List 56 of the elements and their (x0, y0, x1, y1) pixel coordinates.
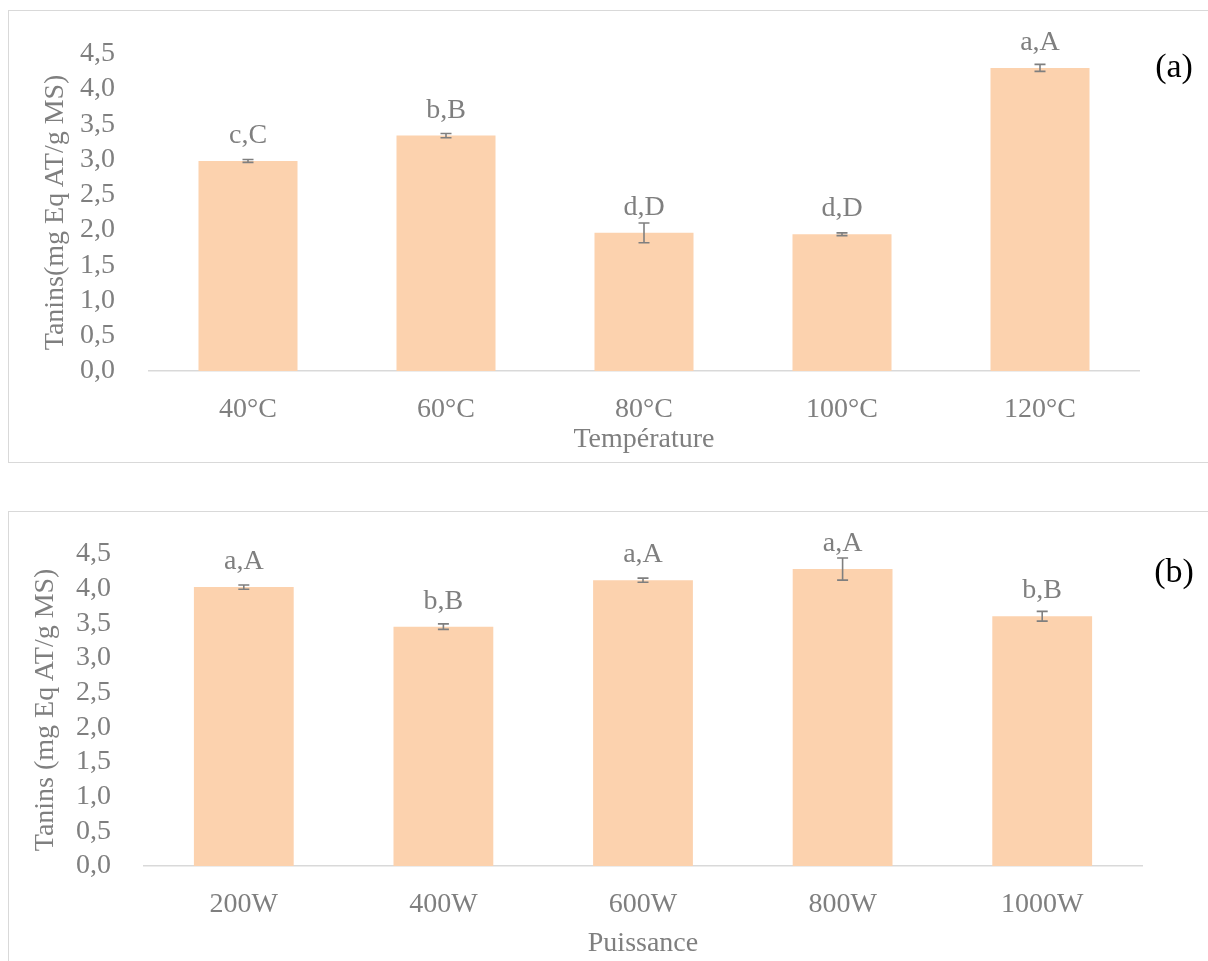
x-tick-label: 1000W (1000, 887, 1084, 919)
bar (992, 616, 1093, 866)
y-tick-label: 0,0 (80, 353, 115, 385)
bar (393, 626, 494, 866)
y-tick-label: 2,0 (80, 212, 115, 244)
x-tick-label: 100°C (806, 392, 878, 424)
bar (792, 234, 892, 371)
annotation: a,A (822, 526, 864, 558)
y-tick-label: 3,5 (80, 106, 115, 138)
x-axis-title: Puissance (587, 925, 699, 957)
annotation: a,A (1020, 24, 1061, 56)
x-axis-title: Température (573, 421, 715, 453)
x-tick-label: 200W (209, 887, 279, 919)
y-axis-title: Tanins(mg Eq AT/g MS) (38, 74, 70, 351)
bar (990, 67, 1090, 371)
y-tick-label: 1,0 (80, 282, 115, 314)
y-tick-label: 4,0 (80, 71, 115, 103)
y-tick-label: 2,5 (76, 674, 111, 706)
bar (198, 160, 298, 371)
y-tick-label: 0,5 (76, 813, 111, 845)
annotation: b,B (1022, 573, 1063, 605)
y-tick-label: 1,5 (80, 247, 115, 279)
x-tick-label: 400W (409, 887, 479, 919)
bar (193, 587, 294, 866)
annotation: b,B (426, 92, 466, 124)
annotation: d,D (623, 189, 665, 221)
x-tick-label: 120°C (1004, 392, 1076, 424)
annotation: a,A (623, 537, 664, 569)
annotation: a,A (223, 544, 265, 576)
annotation: b,B (423, 583, 464, 615)
y-tick-label: 1,5 (76, 744, 111, 776)
text: (a) (1155, 46, 1193, 85)
y-tick-label: 1,0 (76, 778, 111, 810)
y-tick-label: 0,5 (80, 318, 115, 350)
annotation: d,D (821, 191, 863, 223)
y-tick-label: 4,5 (80, 36, 115, 68)
y-tick-label: 3,0 (80, 141, 115, 173)
bar (792, 569, 893, 866)
y-tick-label: 4,5 (76, 536, 111, 568)
text: (b) (1154, 551, 1194, 590)
x-tick-label: 800W (808, 887, 878, 919)
y-tick-label: 3,0 (76, 640, 111, 672)
y-tick-label: 0,0 (76, 848, 111, 880)
bar (593, 580, 693, 866)
annotation: c,C (228, 117, 268, 149)
y-tick-label: 3,5 (76, 605, 111, 637)
x-tick-label: 60°C (417, 392, 475, 424)
y-tick-label: 4,0 (76, 570, 111, 602)
x-tick-label: 600W (608, 887, 678, 919)
bar (594, 232, 694, 371)
x-tick-label: 80°C (615, 392, 673, 424)
bar (396, 135, 496, 371)
y-tick-label: 2,5 (80, 177, 115, 209)
x-tick-label: 40°C (219, 392, 277, 424)
y-tick-label: 2,0 (76, 709, 111, 741)
y-axis-title: Tanins (mg Eq AT/g MS) (28, 568, 60, 852)
